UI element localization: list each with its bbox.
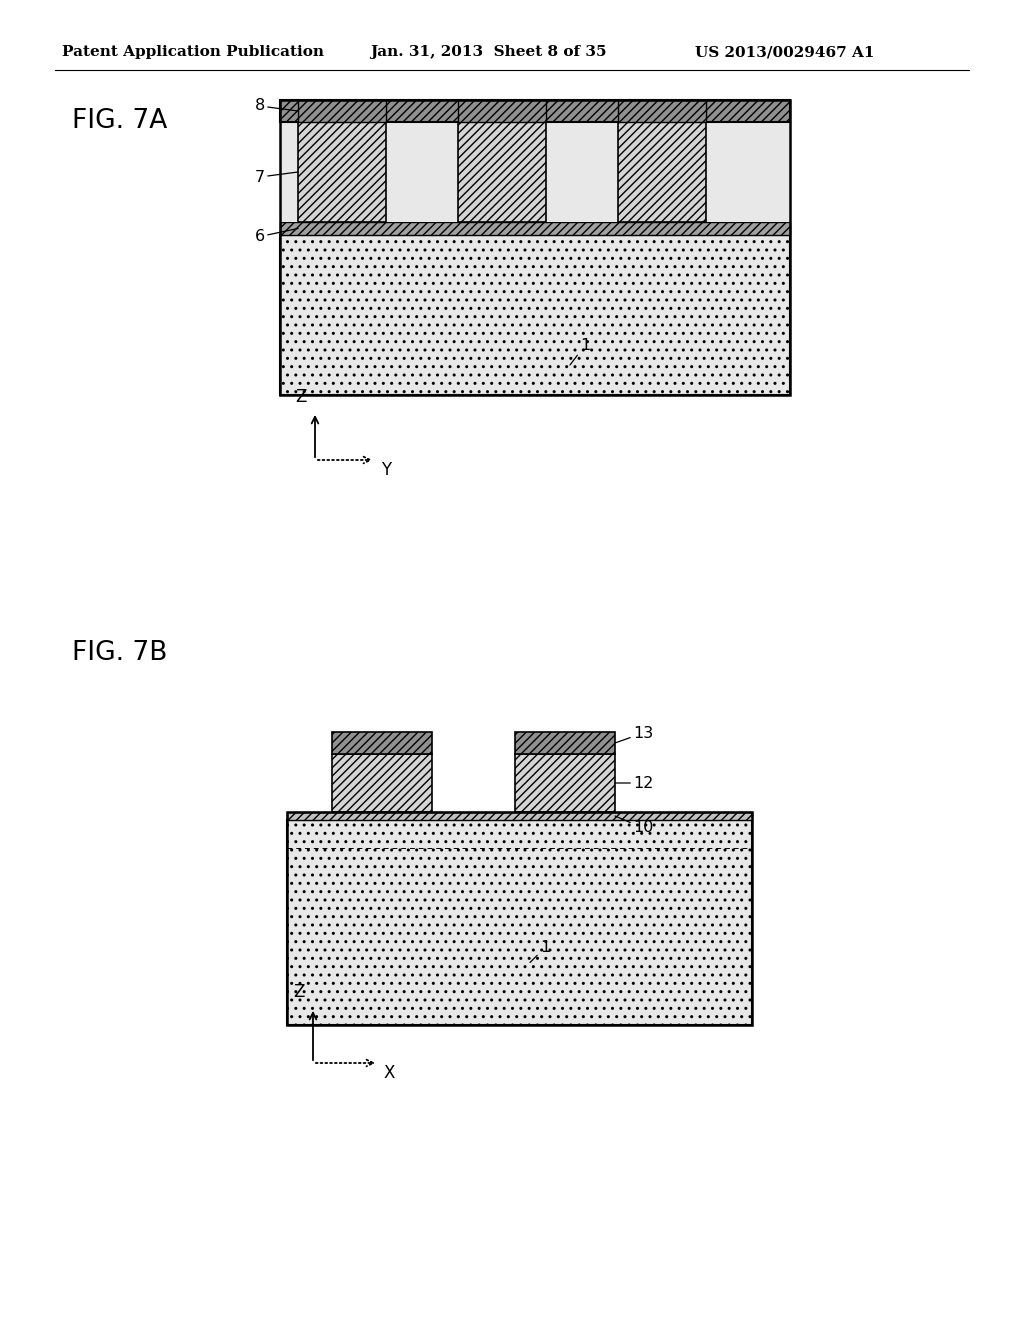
Bar (618, 121, 706, 222)
Text: X: X (384, 1064, 395, 1082)
Text: 6: 6 (255, 228, 298, 244)
Text: 10: 10 (615, 816, 653, 836)
Text: 12: 12 (615, 776, 653, 791)
Text: FIG. 7B: FIG. 7B (72, 640, 167, 667)
Text: Z: Z (295, 388, 306, 407)
Bar (280, 222, 790, 235)
Text: FIG. 7A: FIG. 7A (72, 108, 167, 135)
Bar (332, 733, 432, 754)
Bar (280, 100, 790, 121)
Bar (287, 812, 752, 1026)
Bar (280, 121, 790, 222)
Bar (287, 812, 752, 820)
Text: 1: 1 (570, 338, 590, 366)
Bar (515, 754, 615, 812)
Bar (332, 754, 432, 812)
Bar (298, 100, 386, 121)
Bar (458, 100, 546, 121)
Bar (458, 121, 546, 222)
Text: Patent Application Publication: Patent Application Publication (62, 45, 324, 59)
Text: 8: 8 (255, 99, 298, 114)
Text: 1: 1 (530, 940, 550, 962)
Text: 13: 13 (615, 726, 653, 743)
Bar (280, 235, 790, 395)
Text: Jan. 31, 2013  Sheet 8 of 35: Jan. 31, 2013 Sheet 8 of 35 (370, 45, 606, 59)
Bar (515, 733, 615, 754)
Bar (280, 100, 790, 395)
Text: Y: Y (381, 461, 391, 479)
Text: 7: 7 (255, 169, 298, 185)
Text: Z: Z (293, 983, 305, 1001)
Bar (298, 121, 386, 222)
Text: US 2013/0029467 A1: US 2013/0029467 A1 (695, 45, 874, 59)
Bar (618, 100, 706, 121)
Bar (287, 820, 752, 1026)
